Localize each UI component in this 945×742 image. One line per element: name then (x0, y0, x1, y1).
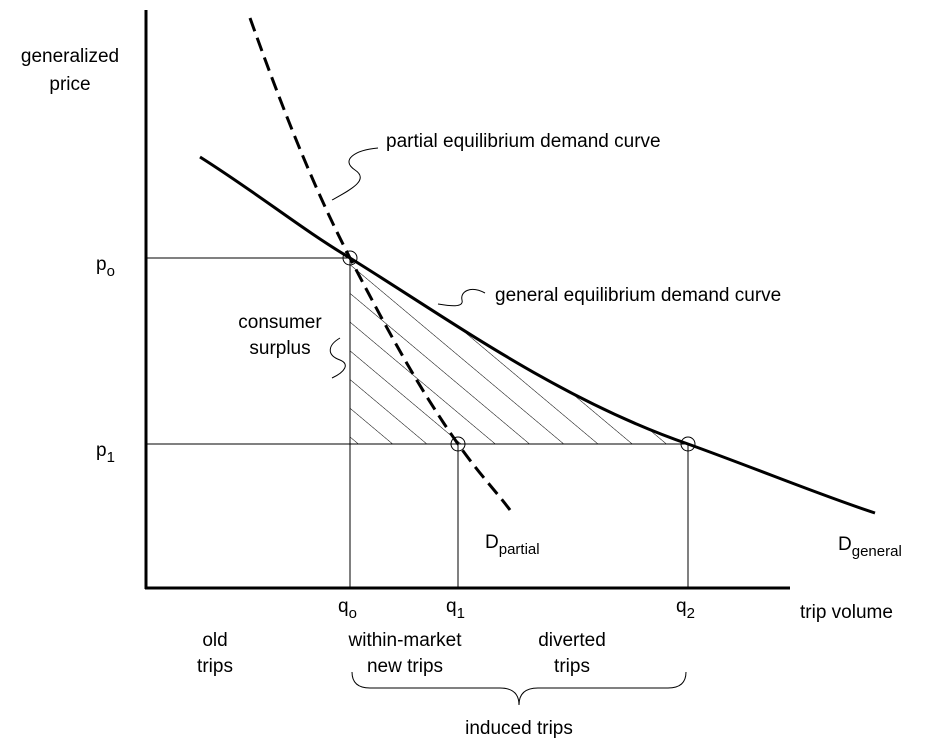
sub: 1 (457, 605, 465, 622)
segment-label: induced trips (465, 718, 573, 739)
general-curve (199, 155, 876, 515)
segment-label: old (202, 630, 227, 651)
sub: 1 (107, 449, 115, 466)
point (680, 436, 696, 452)
curve-name: Dgeneral (838, 534, 902, 560)
segment-label: trips (197, 656, 233, 677)
area-label: surplus (249, 338, 310, 359)
partial-curve (248, 17, 512, 511)
main: D (838, 534, 852, 555)
area-label: consumer (238, 312, 322, 333)
sub: general (852, 543, 902, 560)
quantity-label: q1 (446, 596, 465, 622)
segment-label: trips (554, 656, 590, 677)
partial-curve-label: partial equilibrium demand curve (386, 131, 661, 152)
segment-label: new trips (367, 656, 443, 677)
leader (437, 289, 486, 307)
point (450, 436, 466, 452)
main: D (485, 532, 499, 553)
sub: partial (499, 541, 540, 558)
main: q (338, 596, 349, 617)
sub: o (349, 605, 357, 622)
quantity-label: q2 (676, 596, 695, 622)
quantity-label: qo (338, 596, 357, 622)
main: p (96, 254, 107, 275)
consumer-surplus-area (350, 258, 688, 444)
main: q (676, 596, 687, 617)
main: q (446, 596, 457, 617)
leader (331, 147, 379, 201)
brace (351, 671, 687, 706)
point (342, 250, 358, 266)
sub: 2 (687, 605, 695, 622)
leader (329, 337, 346, 379)
price-label: po (96, 254, 115, 280)
price-label: p1 (96, 440, 115, 466)
main: p (96, 440, 107, 461)
curve-name: Dpartial (485, 532, 540, 558)
y-axis-label: price (49, 74, 90, 95)
general-curve-label: general equilibrium demand curve (495, 285, 781, 306)
x-axis-label: trip volume (800, 602, 893, 623)
sub: o (107, 263, 115, 280)
y-axis-label: generalized (21, 46, 119, 67)
segment-label: within-market (348, 630, 463, 651)
segment-label: diverted (538, 630, 606, 651)
